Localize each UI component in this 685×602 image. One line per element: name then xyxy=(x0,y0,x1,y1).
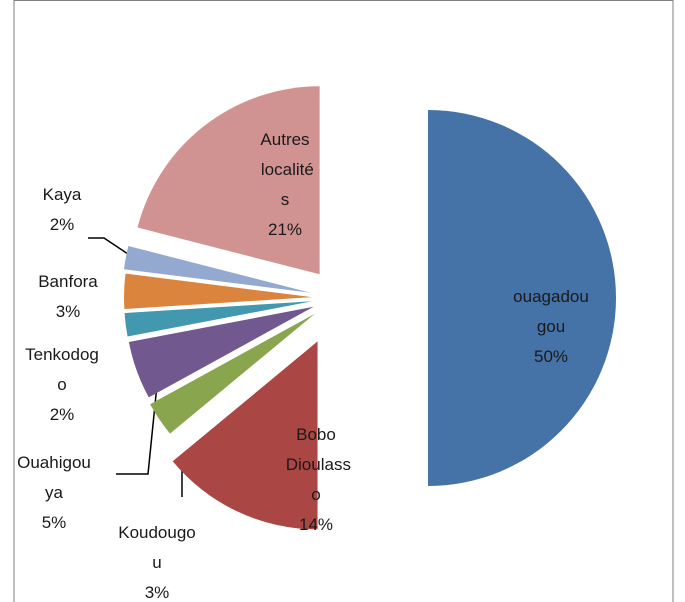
value-label: 3% xyxy=(145,583,170,602)
pie-slice xyxy=(137,86,320,275)
slice-label: Ouahigou ya xyxy=(17,453,91,502)
value-label: 3% xyxy=(56,302,81,321)
labels: ouagadou gou 50% Bobo Dioulass o 14% Koudougo u… xyxy=(17,130,589,602)
slice-label: ouagadou gou xyxy=(513,287,589,336)
pie-slice xyxy=(124,301,313,337)
slice-label: Kaya xyxy=(43,185,82,204)
pie-slice xyxy=(428,110,616,486)
value-label: 2% xyxy=(50,405,75,424)
pie xyxy=(123,86,616,530)
slice-label: Tenkodog o xyxy=(25,345,99,394)
pie-slice xyxy=(123,245,311,293)
value-label: 21% xyxy=(268,220,302,239)
slice-label: Koudougo u xyxy=(118,523,196,572)
slice-label: Bobo Dioulass o xyxy=(281,425,351,504)
slice-label: Banfora xyxy=(38,272,98,291)
value-label: 14% xyxy=(299,515,333,534)
pie-slice xyxy=(172,341,318,530)
value-label: 2% xyxy=(50,215,75,234)
value-label: 50% xyxy=(534,347,568,366)
pie-slice xyxy=(128,306,314,398)
slice-label: Autres localité s xyxy=(256,130,314,209)
pie-slice xyxy=(124,273,313,309)
value-label: 5% xyxy=(42,513,67,532)
pie-slice xyxy=(150,313,315,434)
leader-line xyxy=(116,384,158,475)
